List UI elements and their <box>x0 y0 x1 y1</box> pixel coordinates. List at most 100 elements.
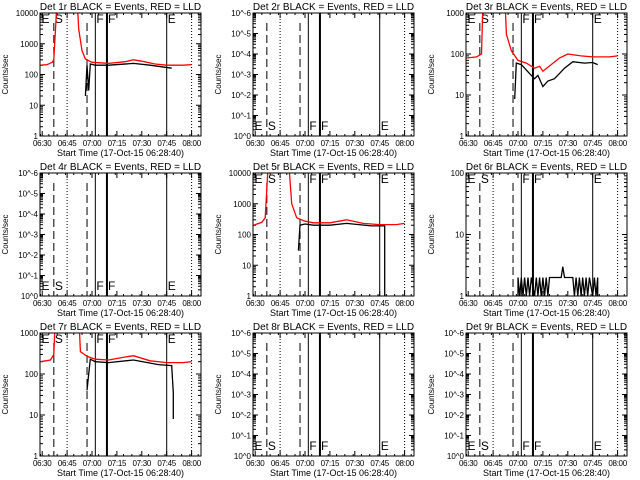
y-axis-label: Counts/sec <box>214 214 223 254</box>
x-tick-label: 07:15 <box>108 299 127 308</box>
x-tick-label: 07:30 <box>133 299 152 308</box>
panel-title: Det 6r BLACK = Events, RED = LLD <box>466 162 627 173</box>
panel-title: Det 7r BLACK = Events, RED = LLD <box>40 322 201 333</box>
x-tick-label: 08:00 <box>182 139 201 148</box>
event-label: F <box>309 439 316 453</box>
x-tick-label: 06:30 <box>459 299 478 308</box>
y-tick-label: 100 <box>451 169 465 178</box>
x-tick-label: 07:45 <box>583 139 602 148</box>
y-tick-label: 1000 <box>233 200 251 209</box>
x-tick-label: 07:45 <box>370 299 389 308</box>
event-label: S <box>481 172 489 186</box>
y-tick-label: 1 <box>34 132 39 141</box>
event-label: F <box>96 279 103 293</box>
event-label: F <box>522 12 529 26</box>
x-tick-label: 06:45 <box>271 139 290 148</box>
series-lld <box>40 13 192 66</box>
x-tick-label: 07:30 <box>559 139 578 148</box>
y-tick-label: 10 <box>455 231 464 240</box>
panel-title: Det 1r BLACK = Events, RED = LLD <box>40 2 201 13</box>
x-tick-label: 07:15 <box>534 299 553 308</box>
x-tick-label: 06:30 <box>246 139 265 148</box>
y-tick-label: 1 <box>34 452 39 461</box>
event-label: E <box>255 172 263 186</box>
panel-det-7: Det 7r BLACK = Events, RED = LLD Counts/s… <box>1 322 202 478</box>
y-tick-label: 10^-3 <box>231 71 251 80</box>
event-label: S <box>55 12 63 26</box>
event-label: E <box>255 439 263 453</box>
y-tick-label: 10000 <box>16 9 39 18</box>
x-tick-label: 07:45 <box>157 139 176 148</box>
y-axis-label: Counts/sec <box>427 54 436 94</box>
x-tick-label: 07:45 <box>583 299 602 308</box>
x-tick-label: 07:15 <box>108 459 127 468</box>
y-tick-label: 10^-2 <box>231 411 251 420</box>
event-label: F <box>108 332 115 346</box>
x-axis-label: Start Time (17-Oct-15 06:28:40) <box>270 468 397 478</box>
panel-det-1: Det 1r BLACK = Events, RED = LLD Counts/s… <box>1 2 202 158</box>
panel-title: Det 3r BLACK = Events, RED = LLD <box>466 2 627 13</box>
x-axis-label: Start Time (17-Oct-15 06:28:40) <box>57 468 184 478</box>
event-label: F <box>321 172 328 186</box>
y-axis-label: Counts/sec <box>214 374 223 414</box>
y-tick-label: 10^-4 <box>18 210 38 219</box>
x-tick-label: 07:15 <box>108 139 127 148</box>
event-label: F <box>96 332 103 346</box>
y-tick-label: 1000 <box>20 40 38 49</box>
x-tick-label: 07:30 <box>559 459 578 468</box>
event-label: E <box>168 12 176 26</box>
x-tick-label: 07:15 <box>321 459 340 468</box>
event-label: S <box>481 12 489 26</box>
x-axis-label: Start Time (17-Oct-15 06:28:40) <box>57 148 184 158</box>
y-tick-label: 10^-5 <box>444 350 464 359</box>
y-tick-label: 10^-5 <box>231 30 251 39</box>
x-tick-label: 07:00 <box>509 459 528 468</box>
x-axis-label: Start Time (17-Oct-15 06:28:40) <box>483 308 610 318</box>
series-events <box>517 266 599 296</box>
series-lld <box>466 13 618 73</box>
panel-det-6: Det 6r BLACK = Events, RED = LLD Counts/s… <box>427 162 628 318</box>
x-tick-label: 07:30 <box>346 459 365 468</box>
y-tick-label: 1 <box>460 132 465 141</box>
x-tick-label: 07:00 <box>83 139 102 148</box>
event-label: S <box>268 439 276 453</box>
x-tick-label: 07:45 <box>583 459 602 468</box>
y-tick-label: 10^-1 <box>231 112 251 121</box>
x-tick-label: 07:30 <box>559 299 578 308</box>
x-tick-label: 06:45 <box>58 299 77 308</box>
series-events <box>84 62 172 97</box>
event-label: S <box>481 439 489 453</box>
event-label: E <box>381 172 389 186</box>
event-label: E <box>594 12 602 26</box>
x-tick-label: 06:45 <box>484 299 503 308</box>
y-tick-label: 1 <box>460 292 465 301</box>
plot-frame <box>465 332 628 457</box>
x-tick-label: 07:45 <box>370 139 389 148</box>
y-tick-label: 10^-5 <box>231 350 251 359</box>
event-label: E <box>381 439 389 453</box>
panel-title: Det 9r BLACK = Events, RED = LLD <box>466 322 627 333</box>
panel-det-8: Det 8r BLACK = Events, RED = LLD Counts/s… <box>214 322 415 478</box>
x-tick-label: 07:30 <box>133 139 152 148</box>
y-axis-label: Counts/sec <box>1 54 10 94</box>
x-tick-label: 06:30 <box>246 459 265 468</box>
series-lld <box>253 173 405 226</box>
x-tick-label: 08:00 <box>395 299 414 308</box>
x-tick-label: 07:15 <box>534 459 553 468</box>
event-label: F <box>522 439 529 453</box>
event-label: S <box>268 119 276 133</box>
event-label: F <box>321 439 328 453</box>
y-tick-label: 10^0 <box>234 132 252 141</box>
x-tick-label: 06:30 <box>459 459 478 468</box>
plot-frame <box>465 172 628 297</box>
x-tick-label: 07:15 <box>321 139 340 148</box>
plot-frame <box>252 332 415 457</box>
panel-det-9: Det 9r BLACK = Events, RED = LLD Counts/s… <box>427 322 628 478</box>
x-tick-label: 07:45 <box>157 459 176 468</box>
event-label: E <box>468 172 476 186</box>
y-tick-label: 100 <box>25 71 39 80</box>
y-tick-label: 10^-6 <box>444 329 464 338</box>
y-tick-label: 1 <box>247 292 252 301</box>
y-tick-label: 10^-2 <box>231 91 251 100</box>
x-tick-label: 07:30 <box>346 139 365 148</box>
